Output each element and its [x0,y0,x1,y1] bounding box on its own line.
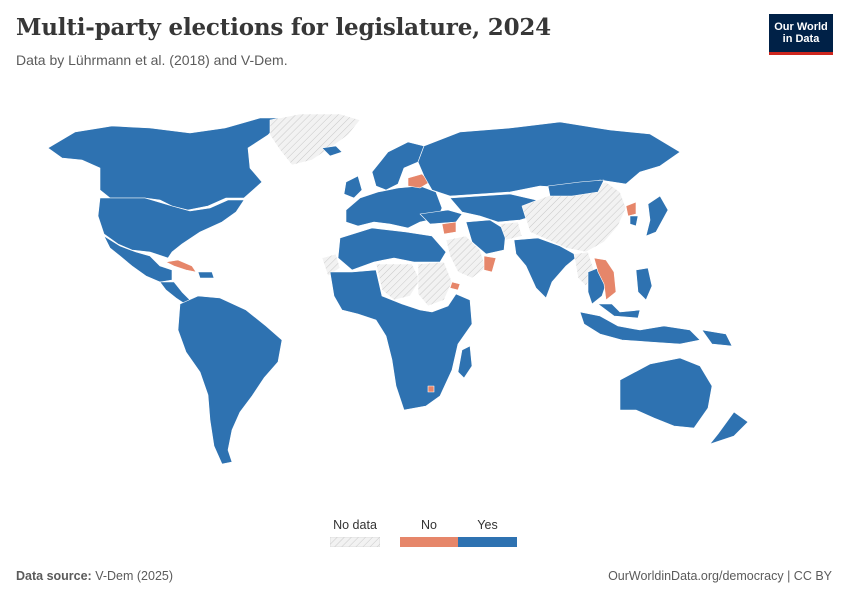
chart-subtitle: Data by Lührmann et al. (2018) and V-Dem… [16,52,288,68]
region-sahel-libya[interactable] [375,263,421,301]
chart-title: Multi-party elections for legislature, 2… [16,14,551,41]
data-source-label: Data source: [16,569,92,583]
legend-label-yes: Yes [477,518,498,532]
region-west-central-africa[interactable] [329,269,473,411]
country-japan[interactable] [645,195,669,237]
country-hispaniola[interactable] [197,271,215,279]
legend-swatch-yes [458,537,517,547]
country-eritrea[interactable] [449,281,461,291]
region-uk-ireland[interactable] [343,175,363,199]
region-mexico[interactable] [103,235,173,283]
legend-item-yes[interactable]: Yes [458,518,517,547]
world-map[interactable] [0,100,850,500]
logo-line-1: Our World [774,21,828,33]
country-new-zealand[interactable] [709,411,749,445]
logo-line-2: in Data [782,33,820,45]
region-scandinavia[interactable] [371,141,425,191]
legend-label-no-data: No data [333,518,377,532]
legend-label-no: No [421,518,437,532]
region-north-africa[interactable] [337,227,447,271]
map-legend: No data No Yes [330,518,530,554]
country-belarus[interactable] [407,173,431,189]
country-oman[interactable] [483,255,497,273]
country-saudi-arabia[interactable] [445,235,487,279]
footer-link[interactable]: OurWorldinData.org/democracy | CC BY [608,569,832,583]
owid-logo[interactable]: Our World in Data [769,14,833,55]
country-afghanistan[interactable] [499,221,523,241]
country-turkey[interactable] [419,209,463,225]
region-alaska-canada[interactable] [47,117,286,211]
country-syria[interactable] [441,221,457,235]
country-papua-new-guinea[interactable] [701,329,733,347]
legend-item-no-data[interactable]: No data [330,518,380,547]
country-laos-vietnam[interactable] [593,257,617,301]
country-iceland[interactable] [321,145,343,157]
country-australia[interactable] [619,357,713,429]
country-western-sahara[interactable] [321,253,341,277]
region-usa[interactable] [97,197,245,259]
country-philippines[interactable] [635,267,653,301]
country-india[interactable] [513,237,579,299]
data-source-value: V-Dem (2025) [95,569,174,583]
country-eswatini[interactable] [427,385,435,393]
country-north-korea[interactable] [625,201,637,217]
country-cuba[interactable] [165,259,197,273]
country-south-korea[interactable] [629,215,639,227]
country-madagascar[interactable] [457,345,473,379]
legend-item-no[interactable]: No [400,518,458,547]
country-mongolia[interactable] [547,179,605,197]
country-malaysia[interactable] [597,303,641,319]
country-greenland[interactable] [269,113,361,166]
country-sudan[interactable] [417,261,453,307]
legend-swatch-no [400,537,458,547]
data-source: Data source: V-Dem (2025) [16,569,173,583]
country-russia[interactable] [417,121,681,197]
legend-swatch-no-data [330,537,380,547]
region-south-america[interactable] [177,295,283,465]
region-indonesia[interactable] [579,311,701,345]
